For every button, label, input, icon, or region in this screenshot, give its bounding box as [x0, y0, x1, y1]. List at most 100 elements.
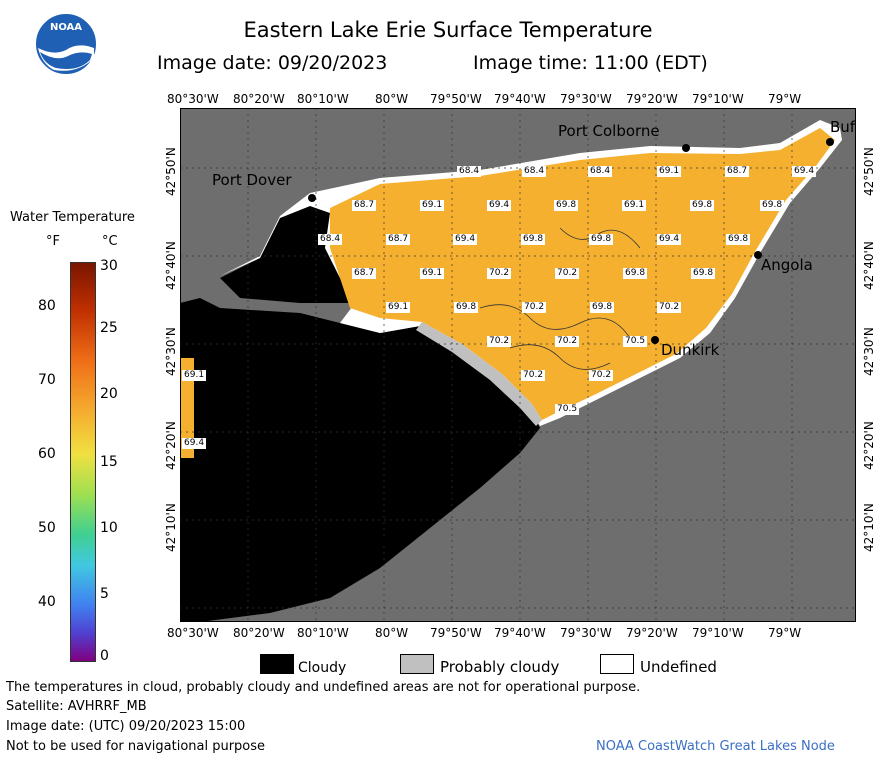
temp-label: 70.5: [555, 404, 580, 415]
lat-label: 42°30'N: [862, 327, 876, 376]
legend-unit-c: °C: [102, 234, 118, 249]
lat-lon-grid: [180, 108, 856, 622]
temp-label: 68.7: [386, 234, 411, 245]
footer-credit: NOAA CoastWatch Great Lakes Node: [596, 739, 835, 754]
erie-marker: [354, 527, 362, 535]
dunkirk-marker: [651, 336, 659, 344]
city-label-erie: Erie: [362, 533, 392, 551]
lon-label: 79°10'W: [692, 92, 744, 106]
image-date: Image date: 09/20/2023: [157, 52, 388, 74]
legend-c-tick: 30: [100, 258, 118, 274]
lon-label: 79°30'W: [560, 92, 612, 106]
legend-f-tick: 40: [38, 594, 56, 610]
temp-label: 69.4: [792, 166, 817, 177]
key-undefined-label: Undefined: [640, 658, 717, 676]
lon-label: 79°50'W: [430, 92, 482, 106]
temp-label: 68.4: [522, 166, 547, 177]
city-label-dunkirk: Dunkirk: [661, 341, 720, 359]
footer-disclaimer: The temperatures in cloud, probably clou…: [6, 680, 641, 695]
lon-label: 80°20'W: [233, 626, 285, 640]
key-probably-cloudy-label: Probably cloudy: [440, 658, 560, 676]
page-title: Eastern Lake Erie Surface Temperature: [243, 18, 653, 42]
lon-label: 79°20'W: [626, 626, 678, 640]
temp-label: 69.8: [454, 302, 479, 313]
lat-label: 42°10'N: [862, 503, 876, 552]
temp-label: 69.4: [657, 234, 682, 245]
lat-label: 42°40'N: [164, 241, 178, 290]
angola-marker: [754, 251, 762, 259]
key-cloudy-label: Cloudy: [298, 660, 347, 676]
temp-label: 70.2: [522, 302, 547, 313]
temp-label: 68.4: [588, 166, 613, 177]
legend-c-tick: 20: [100, 386, 118, 402]
temp-label: 68.4: [457, 166, 482, 177]
lon-label: 80°30'W: [167, 626, 219, 640]
lat-label: 42°40'N: [862, 241, 876, 290]
temp-label: 69.1: [622, 200, 647, 211]
isotherm-contours: [479, 227, 641, 370]
temp-label: 69.8: [726, 234, 751, 245]
legend-title: Water Temperature: [10, 210, 135, 225]
noaa-logo-text: NOAA: [49, 22, 83, 33]
lat-label: 42°20'N: [862, 421, 876, 470]
temp-label: 69.4: [182, 438, 207, 449]
lon-label: 79°10'W: [692, 626, 744, 640]
temp-label: 70.2: [589, 370, 614, 381]
legend-c-tick: 0: [100, 648, 109, 664]
cloud-region-north: [220, 206, 355, 303]
temp-label: 69.8: [590, 302, 615, 313]
lon-label: 79°40'W: [494, 626, 546, 640]
lon-label: 80°30'W: [167, 92, 219, 106]
lon-label: 79°20'W: [626, 92, 678, 106]
temp-label: 69.8: [589, 234, 614, 245]
temp-label: 70.2: [555, 336, 580, 347]
lat-label: 42°30'N: [164, 327, 178, 376]
temp-label: 69.1: [386, 302, 411, 313]
cloud-region: [180, 298, 540, 622]
lon-label: 80°20'W: [233, 92, 285, 106]
lon-label: 80°10'W: [297, 92, 349, 106]
temp-label: 70.2: [555, 268, 580, 279]
port-dover-marker: [308, 194, 316, 202]
legend-f-tick: 60: [38, 446, 56, 462]
legend-c-tick: 10: [100, 520, 118, 536]
lon-label: 79°30'W: [560, 626, 612, 640]
temp-label: 69.1: [182, 370, 207, 381]
map-panel: Port Colborne Port Dover Angola Dunkirk …: [180, 108, 856, 622]
lon-label: 79°50'W: [430, 626, 482, 640]
legend-c-tick: 5: [100, 586, 109, 602]
temp-label: 69.8: [691, 268, 716, 279]
temp-label: 70.2: [487, 268, 512, 279]
legend-f-tick: 80: [38, 298, 56, 314]
temp-label: 69.8: [521, 234, 546, 245]
temp-label: 70.2: [487, 336, 512, 347]
key-cloudy-swatch: [260, 654, 294, 674]
lat-label: 42°10'N: [164, 503, 178, 552]
lon-label: 79°40'W: [494, 92, 546, 106]
temp-label: 68.7: [725, 166, 750, 177]
legend-c-tick: 15: [100, 454, 118, 470]
lon-label: 80°W: [375, 626, 409, 640]
legend-f-tick: 70: [38, 372, 56, 388]
map-svg: [180, 108, 856, 622]
temp-label: 69.1: [657, 166, 682, 177]
west-water-strip: [180, 358, 194, 458]
temp-label: 69.1: [420, 200, 445, 211]
key-undefined-swatch: [600, 654, 634, 674]
temp-label: 69.4: [487, 200, 512, 211]
city-label-port-colborne: Port Colborne: [558, 122, 660, 140]
temp-label: 69.8: [760, 200, 785, 211]
buffalo-marker: [826, 138, 834, 146]
probably-cloudy-edge: [416, 322, 542, 426]
temp-label: 69.4: [453, 234, 478, 245]
temp-label: 69.8: [623, 268, 648, 279]
temp-label: 69.1: [420, 268, 445, 279]
temp-label: 70.2: [657, 302, 682, 313]
temp-label: 69.8: [554, 200, 579, 211]
lon-label: 79°W: [768, 626, 802, 640]
city-label-buffalo: Buf: [830, 118, 856, 136]
image-time: Image time: 11:00 (EDT): [473, 52, 708, 74]
noaa-logo: NOAA: [34, 12, 98, 76]
temp-label: 70.5: [623, 336, 648, 347]
lat-label: 42°50'N: [164, 147, 178, 196]
